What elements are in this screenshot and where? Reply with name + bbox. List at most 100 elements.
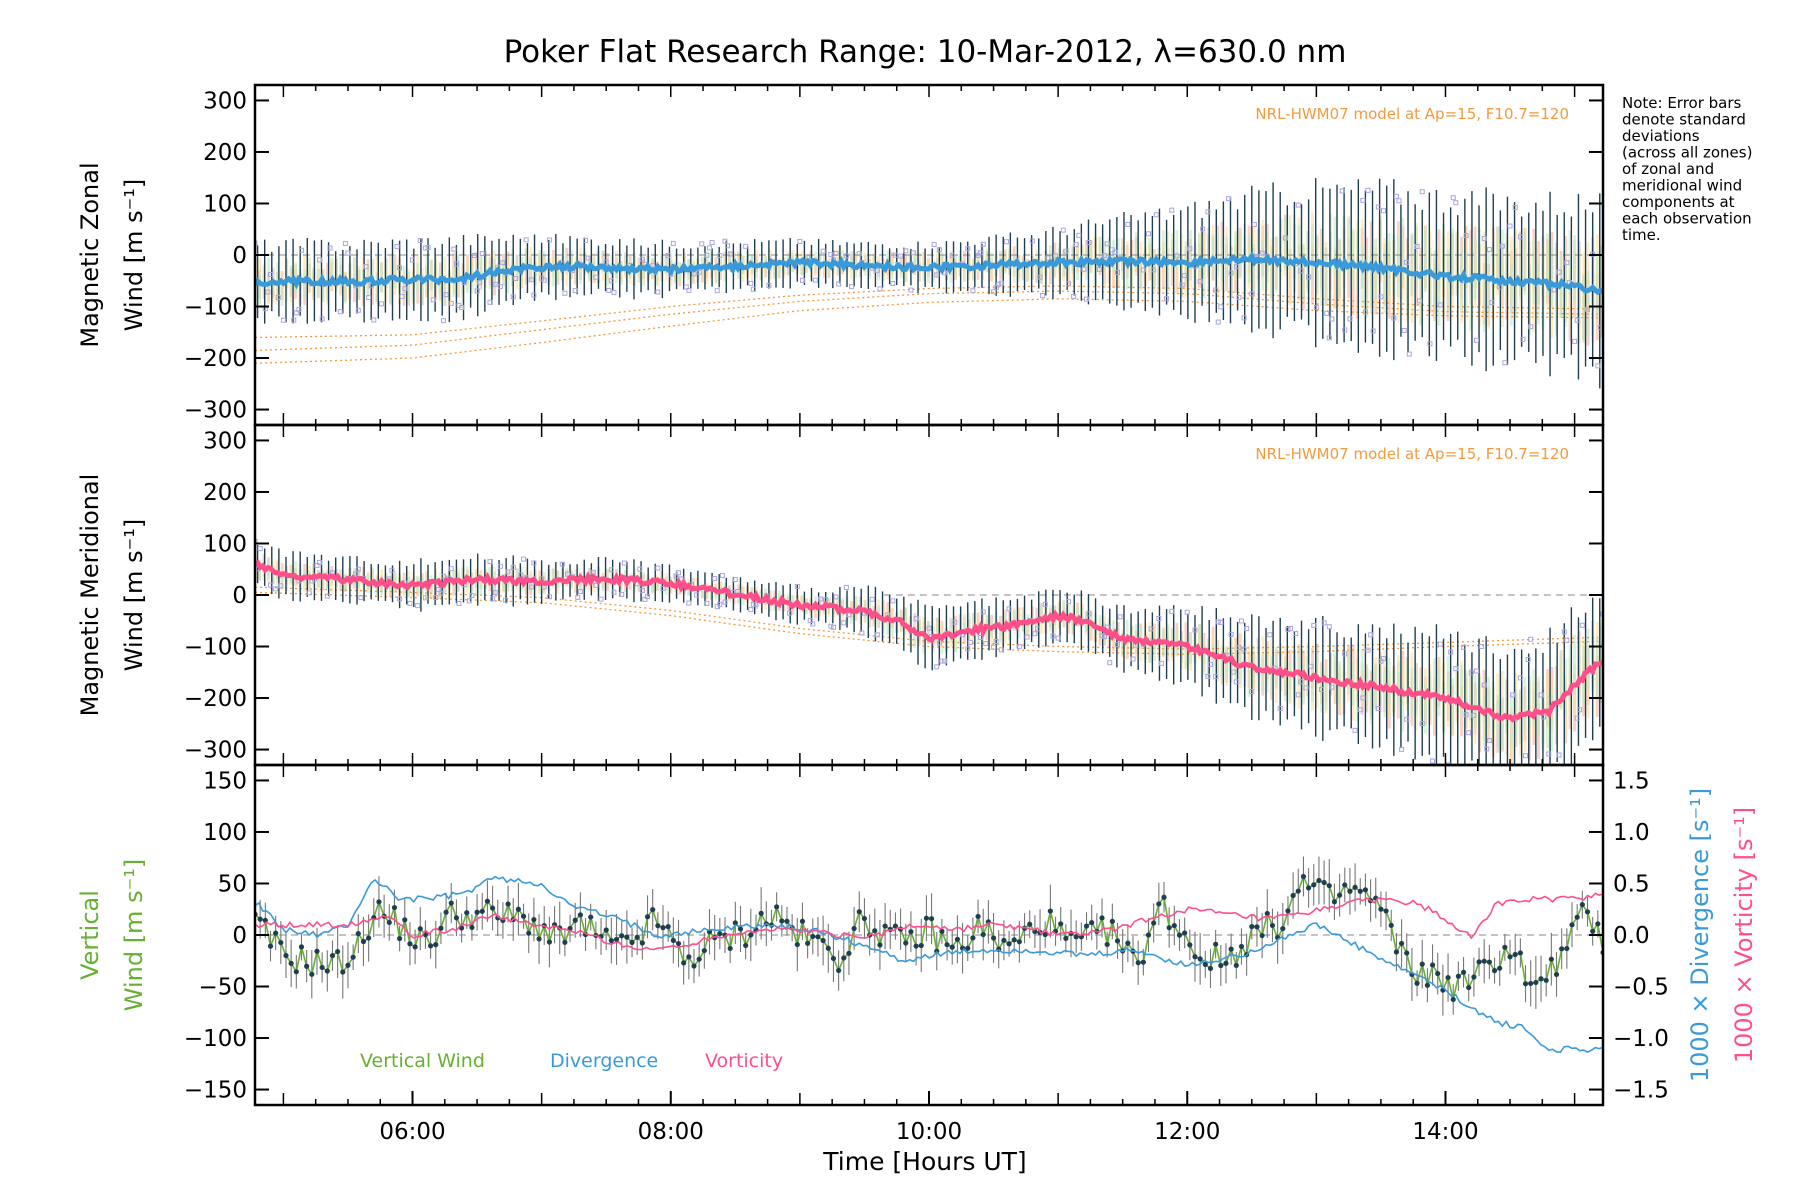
y-tick-label: 0 — [232, 583, 247, 609]
data-point — [980, 931, 986, 938]
data-point — [975, 913, 981, 920]
data-point — [928, 916, 935, 922]
scatter-point — [812, 277, 818, 283]
scatter-point — [797, 239, 803, 245]
scatter-point — [1342, 327, 1348, 333]
scatter-point — [611, 589, 617, 595]
data-point — [417, 926, 423, 932]
scatter-point — [513, 275, 519, 281]
scatter-point — [1249, 291, 1255, 297]
scatter-point — [676, 570, 682, 576]
note-line: each observation — [1622, 210, 1752, 228]
scatter-point — [952, 619, 958, 625]
vorticity-axis-label: 1000 × Vorticity [s⁻¹] — [1730, 807, 1758, 1063]
data-point — [965, 945, 971, 951]
scatter-point — [820, 248, 826, 254]
data-point — [536, 936, 542, 942]
scatter-point — [402, 286, 408, 292]
scatter-point — [1544, 777, 1548, 781]
plot-area — [255, 856, 1603, 1054]
scatter-point — [255, 240, 258, 246]
scatter-point — [1525, 656, 1531, 662]
note-line: (across all zones) — [1622, 144, 1752, 162]
y2-tick-label: −0.5 — [1613, 975, 1669, 1001]
scatter-point — [546, 237, 552, 243]
scatter-point — [448, 300, 454, 306]
data-point — [1584, 909, 1591, 915]
scatter-point — [639, 256, 645, 262]
data-point — [479, 908, 485, 914]
scatter-point — [1406, 351, 1412, 357]
scatter-point — [1507, 223, 1513, 229]
scatter-point — [399, 293, 405, 299]
data-point — [799, 918, 806, 924]
scatter-point — [441, 573, 447, 579]
y-axis-label: Wind [m s⁻¹] — [120, 179, 148, 331]
scatter-point — [978, 250, 984, 256]
data-point — [433, 942, 439, 948]
scatter-point — [1298, 679, 1304, 685]
data-point — [1342, 882, 1348, 888]
data-point — [696, 956, 702, 962]
data-point — [1006, 941, 1012, 947]
scatter-point — [1419, 721, 1425, 727]
scatter-point — [355, 566, 361, 572]
scatter-point — [611, 290, 617, 296]
scatter-point — [1182, 273, 1188, 279]
scatter-point — [502, 597, 508, 603]
data-point — [1238, 943, 1245, 950]
scatter-point — [843, 253, 849, 259]
scatter-point — [487, 559, 493, 565]
scatter-point — [748, 607, 754, 613]
data-point — [918, 942, 924, 949]
scatter-point — [1215, 319, 1221, 325]
data-point — [1197, 956, 1203, 962]
scatter-point — [1053, 253, 1059, 259]
scatter-point — [422, 245, 428, 251]
scatter-point — [1510, 692, 1516, 698]
data-point — [830, 955, 837, 962]
scatter-point — [903, 248, 909, 254]
scatter-point — [397, 265, 403, 271]
scatter-point — [926, 625, 932, 631]
y-tick-label: 300 — [203, 428, 247, 454]
scatter-point — [1146, 231, 1152, 237]
scatter-point — [665, 252, 671, 258]
scatter-point — [1192, 627, 1198, 633]
zonal-panel: NRL-HWM07 model at Ap=15, F10.7=120 −300 −… — [76, 83, 1605, 427]
note-line: deviations — [1622, 127, 1700, 145]
y-axis-label: Wind [m s⁻¹] — [120, 519, 148, 671]
data-point — [412, 944, 418, 950]
scatter-point — [683, 284, 689, 290]
data-point — [1083, 923, 1090, 929]
model-label: NRL-HWM07 model at Ap=15, F10.7=120 — [1255, 445, 1569, 463]
y-tick-label: −100 — [184, 1026, 247, 1052]
scatter-point — [291, 317, 297, 323]
data-point — [448, 900, 454, 906]
scatter-point — [686, 287, 692, 293]
scatter-point — [1564, 637, 1570, 643]
scatter-point — [379, 301, 385, 307]
data-point — [650, 907, 656, 913]
data-point — [1481, 958, 1487, 964]
scatter-point — [1228, 270, 1234, 276]
data-point — [1140, 959, 1146, 965]
scatter-point — [1104, 241, 1110, 247]
scatter-point — [1579, 622, 1585, 628]
mean-wind-line — [255, 559, 1603, 723]
data-point — [1016, 939, 1022, 945]
scatter-point — [709, 239, 715, 245]
data-point — [861, 915, 868, 922]
scatter-point — [1521, 783, 1525, 787]
data-point — [1109, 918, 1115, 924]
data-point — [298, 944, 305, 950]
scatter-point — [337, 309, 343, 315]
data-point — [1564, 945, 1570, 952]
scatter-point — [1468, 670, 1474, 676]
scatter-point — [345, 250, 351, 256]
scatter-point — [836, 281, 842, 287]
scatter-point — [1016, 644, 1022, 650]
data-point — [1099, 915, 1105, 921]
data-point — [1104, 941, 1110, 948]
scatter-point — [1417, 298, 1423, 304]
